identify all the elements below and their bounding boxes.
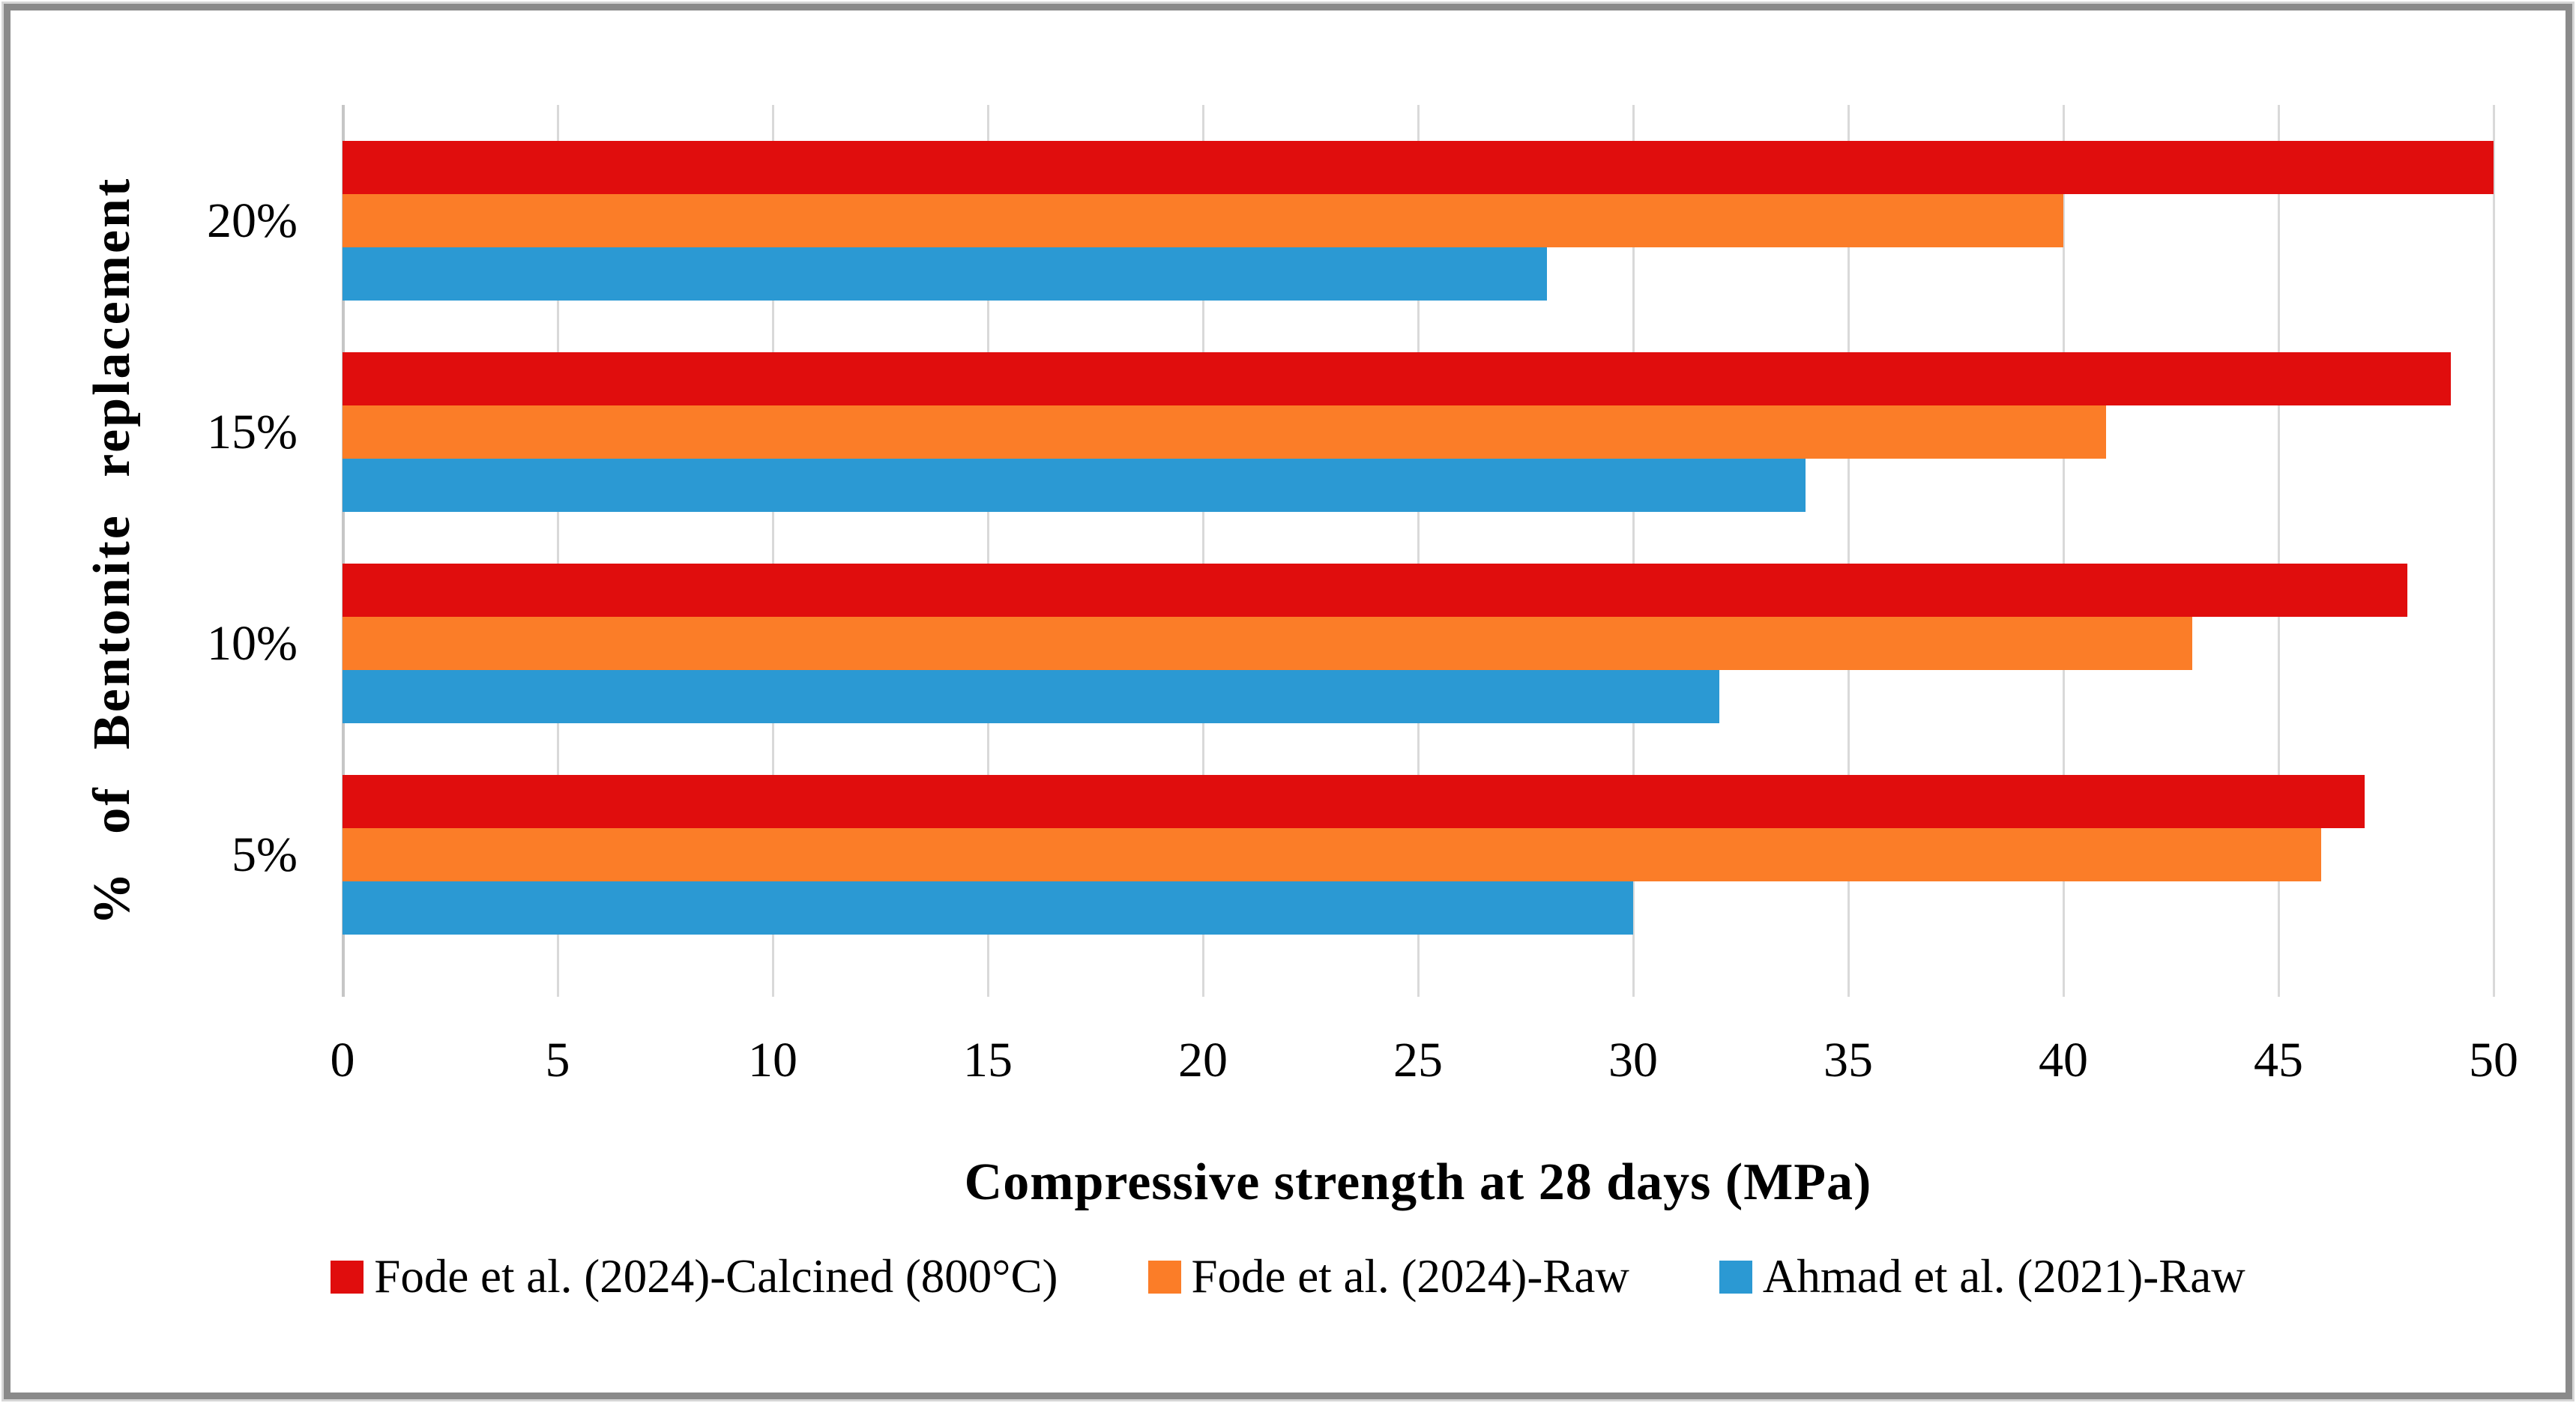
x-tick-label: 30 — [1608, 1033, 1658, 1087]
category-label: 15% — [207, 404, 298, 459]
bar — [343, 617, 2193, 670]
gridline — [1632, 105, 1635, 997]
gridline — [1417, 105, 1420, 997]
x-tick-label: 45 — [2254, 1033, 2303, 1087]
legend-label: Fode et al. (2024)-Raw — [1191, 1250, 1629, 1303]
bar — [343, 775, 2365, 828]
bar — [343, 247, 1548, 301]
gridline — [2277, 105, 2280, 997]
gridline — [986, 105, 989, 997]
gridline — [2492, 105, 2495, 997]
category-label: 10% — [207, 615, 298, 671]
gridline — [1847, 105, 1850, 997]
x-tick-label: 0 — [330, 1033, 355, 1087]
y-axis-title: % of Bentonite replacement — [83, 176, 141, 926]
x-tick-label: 10 — [748, 1033, 797, 1087]
bar — [343, 564, 2408, 617]
x-tick-label: 35 — [1824, 1033, 1873, 1087]
bar — [343, 459, 1806, 512]
legend-swatch — [1719, 1260, 1752, 1294]
plot-area — [341, 105, 2495, 997]
bar — [343, 881, 1633, 935]
x-axis-title: Compressive strength at 28 days (MPa) — [964, 1153, 1872, 1211]
x-tick-label: 50 — [2469, 1033, 2518, 1087]
legend-swatch — [1147, 1260, 1181, 1294]
x-tick-label: 20 — [1178, 1033, 1228, 1087]
category-label: 20% — [207, 193, 298, 248]
x-tick-label: 15 — [963, 1033, 1013, 1087]
x-tick-label: 40 — [2039, 1033, 2088, 1087]
legend: Fode et al. (2024)-Calcined (800°C) Fode … — [0, 1253, 2576, 1300]
legend-label: Fode et al. (2024)-Calcined (800°C) — [374, 1250, 1058, 1303]
gridline — [771, 105, 774, 997]
legend-item: Fode et al. (2024)-Raw — [1147, 1250, 1629, 1303]
bar — [343, 194, 2063, 247]
x-tick-label: 25 — [1393, 1033, 1443, 1087]
legend-item: Ahmad et al. (2021)-Raw — [1719, 1253, 2245, 1300]
legend-swatch — [331, 1260, 364, 1294]
legend-item: Fode et al. (2024)-Calcined (800°C) — [331, 1253, 1058, 1300]
bar — [343, 405, 2107, 459]
legend-label: Ahmad et al. (2021)-Raw — [1762, 1250, 2245, 1303]
gridline — [1201, 105, 1204, 997]
gridline — [556, 105, 559, 997]
gridline — [2062, 105, 2065, 997]
category-label: 5% — [232, 827, 298, 882]
bar — [343, 828, 2322, 881]
x-tick-label: 5 — [545, 1033, 570, 1087]
y-axis-line — [341, 105, 345, 997]
bar — [343, 141, 2494, 194]
bar — [343, 670, 1719, 723]
bar — [343, 352, 2451, 405]
